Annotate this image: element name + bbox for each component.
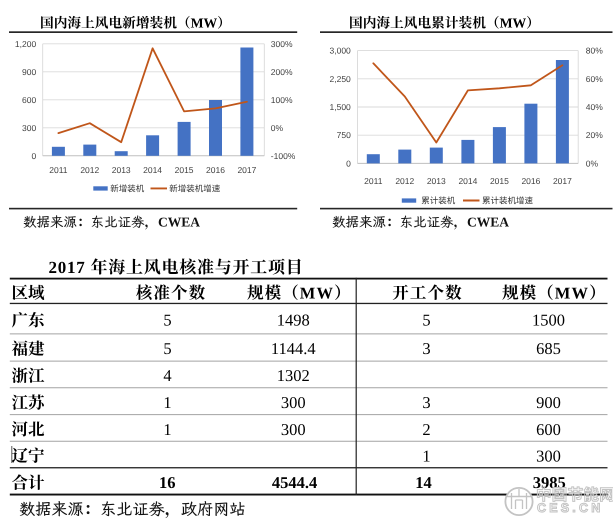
svg-text:广东: 广东 — [12, 311, 47, 330]
svg-text:4: 4 — [163, 366, 171, 385]
svg-text:2011: 2011 — [49, 165, 68, 175]
svg-text:新增装机增速: 新增装机增速 — [169, 184, 221, 194]
svg-text:0: 0 — [31, 151, 36, 161]
svg-text:1500: 1500 — [532, 311, 565, 330]
svg-text:60%: 60% — [586, 74, 603, 84]
svg-text:1: 1 — [163, 420, 171, 439]
svg-text:300: 300 — [536, 446, 561, 465]
svg-text:300: 300 — [22, 123, 36, 133]
svg-text:3: 3 — [422, 393, 430, 412]
svg-text:浙江: 浙江 — [12, 367, 46, 386]
svg-text:3: 3 — [422, 339, 430, 358]
svg-text:2017: 2017 — [237, 165, 256, 175]
svg-text:3,000: 3,000 — [330, 46, 352, 56]
svg-text:900: 900 — [22, 67, 36, 77]
svg-text:河北: 河北 — [12, 420, 46, 439]
svg-text:300: 300 — [281, 393, 306, 412]
svg-text:2015: 2015 — [175, 165, 194, 175]
svg-text:数据来源：东北证券，政府网站: 数据来源：东北证券，政府网站 — [19, 501, 246, 519]
svg-text:辽宁: 辽宁 — [12, 447, 45, 466]
svg-text:2012: 2012 — [395, 176, 414, 186]
svg-text:1,200: 1,200 — [15, 39, 37, 49]
svg-text:2,250: 2,250 — [330, 74, 352, 84]
svg-text:累计装机增速: 累计装机增速 — [482, 196, 534, 206]
svg-text:2012: 2012 — [80, 165, 99, 175]
svg-text:300%: 300% — [271, 39, 293, 49]
svg-text:0: 0 — [346, 158, 351, 168]
svg-text:CES.CN: CES.CN — [537, 501, 603, 515]
svg-text:2016: 2016 — [206, 165, 225, 175]
svg-text:600: 600 — [536, 420, 561, 439]
svg-text:2015: 2015 — [490, 176, 509, 186]
svg-text:2016: 2016 — [521, 176, 540, 186]
svg-text:核准个数: 核准个数 — [136, 283, 206, 302]
svg-text:规模（MW）: 规模（MW） — [247, 283, 352, 302]
svg-text:1302: 1302 — [277, 366, 310, 385]
svg-text:1,500: 1,500 — [330, 102, 352, 112]
svg-text:600: 600 — [22, 95, 36, 105]
svg-text:100%: 100% — [271, 95, 293, 105]
svg-text:福建: 福建 — [12, 340, 46, 359]
svg-text:2014: 2014 — [143, 165, 162, 175]
svg-text:1498: 1498 — [277, 311, 310, 330]
svg-text:1144.4: 1144.4 — [271, 339, 316, 358]
svg-text:数据来源：东北证券，CWEA: 数据来源：东北证券，CWEA — [23, 215, 200, 230]
svg-text:2017: 2017 — [553, 176, 572, 186]
svg-text:40%: 40% — [586, 102, 603, 112]
svg-text:900: 900 — [536, 393, 561, 412]
svg-text:200%: 200% — [271, 67, 293, 77]
svg-text:2013: 2013 — [427, 176, 446, 186]
svg-text:国内海上风电新增装机（MW）: 国内海上风电新增装机（MW） — [40, 16, 231, 31]
svg-text:数据来源：东北证券，CWEA: 数据来源：东北证券，CWEA — [332, 215, 509, 230]
svg-text:2: 2 — [422, 420, 430, 439]
svg-text:2017 年海上风电核准与开工项目: 2017 年海上风电核准与开工项目 — [49, 258, 304, 277]
svg-text:1: 1 — [163, 393, 171, 412]
svg-text:300: 300 — [281, 420, 306, 439]
svg-text:-100%: -100% — [271, 151, 296, 161]
svg-text:区域: 区域 — [12, 283, 46, 302]
svg-text:0%: 0% — [586, 158, 599, 168]
svg-text:0%: 0% — [271, 123, 284, 133]
svg-text:1: 1 — [422, 446, 430, 465]
svg-text:750: 750 — [337, 130, 351, 140]
svg-text:合计: 合计 — [12, 474, 46, 493]
svg-text:5: 5 — [163, 339, 171, 358]
svg-text:2014: 2014 — [458, 176, 477, 186]
svg-text:16: 16 — [159, 473, 176, 492]
svg-text:14: 14 — [415, 473, 432, 492]
svg-text:2011: 2011 — [364, 176, 383, 186]
svg-text:中国节能网: 中国节能网 — [536, 486, 613, 504]
svg-text:5: 5 — [163, 311, 171, 330]
svg-text:新增装机: 新增装机 — [110, 184, 145, 194]
svg-text:4544.4: 4544.4 — [272, 473, 317, 492]
svg-text:3985: 3985 — [533, 473, 566, 492]
svg-text:685: 685 — [536, 339, 561, 358]
svg-text:国内海上风电累计装机（MW）: 国内海上风电累计装机（MW） — [349, 16, 540, 31]
svg-text:80%: 80% — [586, 46, 603, 56]
svg-text:20%: 20% — [586, 130, 603, 140]
svg-text:规模（MW）: 规模（MW） — [502, 283, 607, 302]
svg-text:累计装机: 累计装机 — [421, 196, 456, 206]
svg-text:开工个数: 开工个数 — [392, 283, 462, 302]
svg-text:5: 5 — [422, 311, 430, 330]
svg-text:2013: 2013 — [112, 165, 131, 175]
svg-text:江苏: 江苏 — [12, 393, 47, 412]
